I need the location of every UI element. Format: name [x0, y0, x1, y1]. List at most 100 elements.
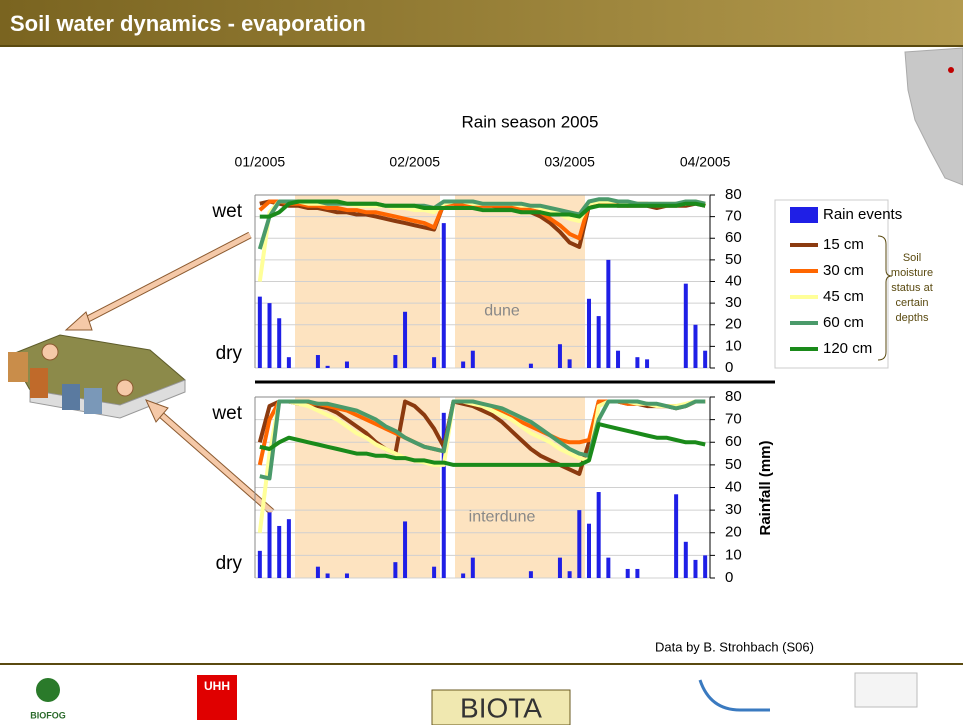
y-tick-label: 10	[725, 546, 742, 563]
rain-bar	[558, 344, 562, 368]
dry-label: dry	[216, 343, 243, 364]
y-tick-label: 70	[725, 411, 742, 428]
rain-bar	[345, 573, 349, 578]
rain-bar	[326, 573, 330, 578]
logo-mark	[36, 678, 60, 702]
x-tick-label: 02/2005	[389, 154, 440, 170]
dry-label: dry	[216, 553, 243, 574]
rain-bar	[606, 260, 610, 368]
map-dot	[948, 67, 954, 73]
rain-bar	[684, 542, 688, 578]
annotation: interdune	[469, 509, 536, 526]
rain-bar	[461, 362, 465, 368]
annotation: dune	[484, 303, 520, 320]
rain-bar	[403, 312, 407, 368]
rain-bar	[635, 569, 639, 578]
rain-bar	[268, 303, 272, 368]
rain-bar	[432, 357, 436, 368]
rain-bar	[693, 560, 697, 578]
rain-bar	[684, 284, 688, 368]
rain-bar	[529, 364, 533, 368]
rain-bar	[316, 355, 320, 368]
legend-swatch	[790, 207, 818, 223]
rain-bar	[461, 573, 465, 578]
rain-bar	[268, 512, 272, 578]
logo-mark	[855, 673, 917, 707]
logo-text: UHH	[204, 679, 230, 693]
logo-text: BIOTA	[460, 692, 542, 723]
rain-bar	[558, 558, 562, 578]
rain-bar	[258, 551, 262, 578]
rain-bar	[587, 299, 591, 368]
y-tick-label: 40	[725, 272, 742, 289]
rain-bar	[597, 492, 601, 578]
rain-bar	[471, 351, 475, 368]
legend-note: certain	[895, 297, 928, 309]
rain-bar	[287, 519, 291, 578]
rain-bar	[432, 567, 436, 578]
y-tick-label: 30	[725, 294, 742, 311]
y-tick-label: 20	[725, 316, 742, 333]
rain-bar	[529, 571, 533, 578]
rain-bar	[258, 297, 262, 368]
rain-bar	[442, 223, 446, 368]
legend-note: Soil	[903, 252, 921, 264]
rain-bar	[287, 357, 291, 368]
rain-bar	[568, 359, 572, 368]
rain-bar	[326, 366, 330, 368]
y-tick-label: 10	[725, 337, 742, 354]
rain-bar	[597, 316, 601, 368]
rain-bar	[393, 355, 397, 368]
rain-bar	[616, 351, 620, 368]
y-tick-label: 70	[725, 208, 742, 225]
logo-text: BIOFOG	[30, 710, 66, 720]
rain-bar	[645, 359, 649, 368]
rain-bar	[316, 567, 320, 578]
rain-bar	[277, 318, 281, 368]
y-tick-label: 50	[725, 251, 742, 268]
x-tick-label: 04/2005	[680, 154, 731, 170]
rain-bar	[626, 569, 630, 578]
x-tick-label: 01/2005	[235, 154, 286, 170]
legend-label: 45 cm	[823, 288, 864, 305]
credit: Data by B. Strohbach (S06)	[655, 639, 814, 654]
slide: Soil water dynamics - evaporation BIOFOG…	[0, 0, 963, 725]
y-tick-label: 0	[725, 359, 733, 376]
rain-bar	[703, 555, 707, 578]
rain-bar	[606, 558, 610, 578]
rain-bar	[674, 494, 678, 578]
x-tick-label: 03/2005	[544, 154, 595, 170]
y-tick-label: 20	[725, 524, 742, 541]
rain-bar	[635, 357, 639, 368]
legend-label: 120 cm	[823, 340, 872, 357]
rain-bar	[587, 524, 591, 578]
rain-bar	[693, 325, 697, 368]
legend-label: Rain events	[823, 206, 902, 223]
legend-label: 60 cm	[823, 314, 864, 331]
rain-bar	[471, 558, 475, 578]
rain-bar	[703, 351, 707, 368]
legend-label: 15 cm	[823, 236, 864, 253]
wet-label: wet	[211, 201, 242, 222]
chart-title: Rain season 2005	[461, 112, 598, 131]
header-title: Soil water dynamics - evaporation	[10, 11, 366, 36]
y-tick-label: 30	[725, 501, 742, 518]
rain-bar	[568, 571, 572, 578]
rain-bar	[577, 510, 581, 578]
rain-bar	[345, 362, 349, 368]
legend-note: depths	[895, 312, 929, 324]
wet-label: wet	[211, 403, 242, 424]
y-tick-label: 40	[725, 478, 742, 495]
legend-note: status at	[891, 282, 933, 294]
y-tick-label: 0	[725, 569, 733, 586]
y-tick-label: 80	[725, 388, 742, 405]
y-tick-label: 50	[725, 456, 742, 473]
y-tick-label: 60	[725, 433, 742, 450]
y-tick-label: 80	[725, 186, 742, 203]
legend-label: 30 cm	[823, 262, 864, 279]
rain-bar	[277, 526, 281, 578]
y-tick-label: 60	[725, 229, 742, 246]
legend-note: moisture	[891, 267, 933, 279]
rain-bar	[393, 562, 397, 578]
rain-bar	[403, 521, 407, 578]
